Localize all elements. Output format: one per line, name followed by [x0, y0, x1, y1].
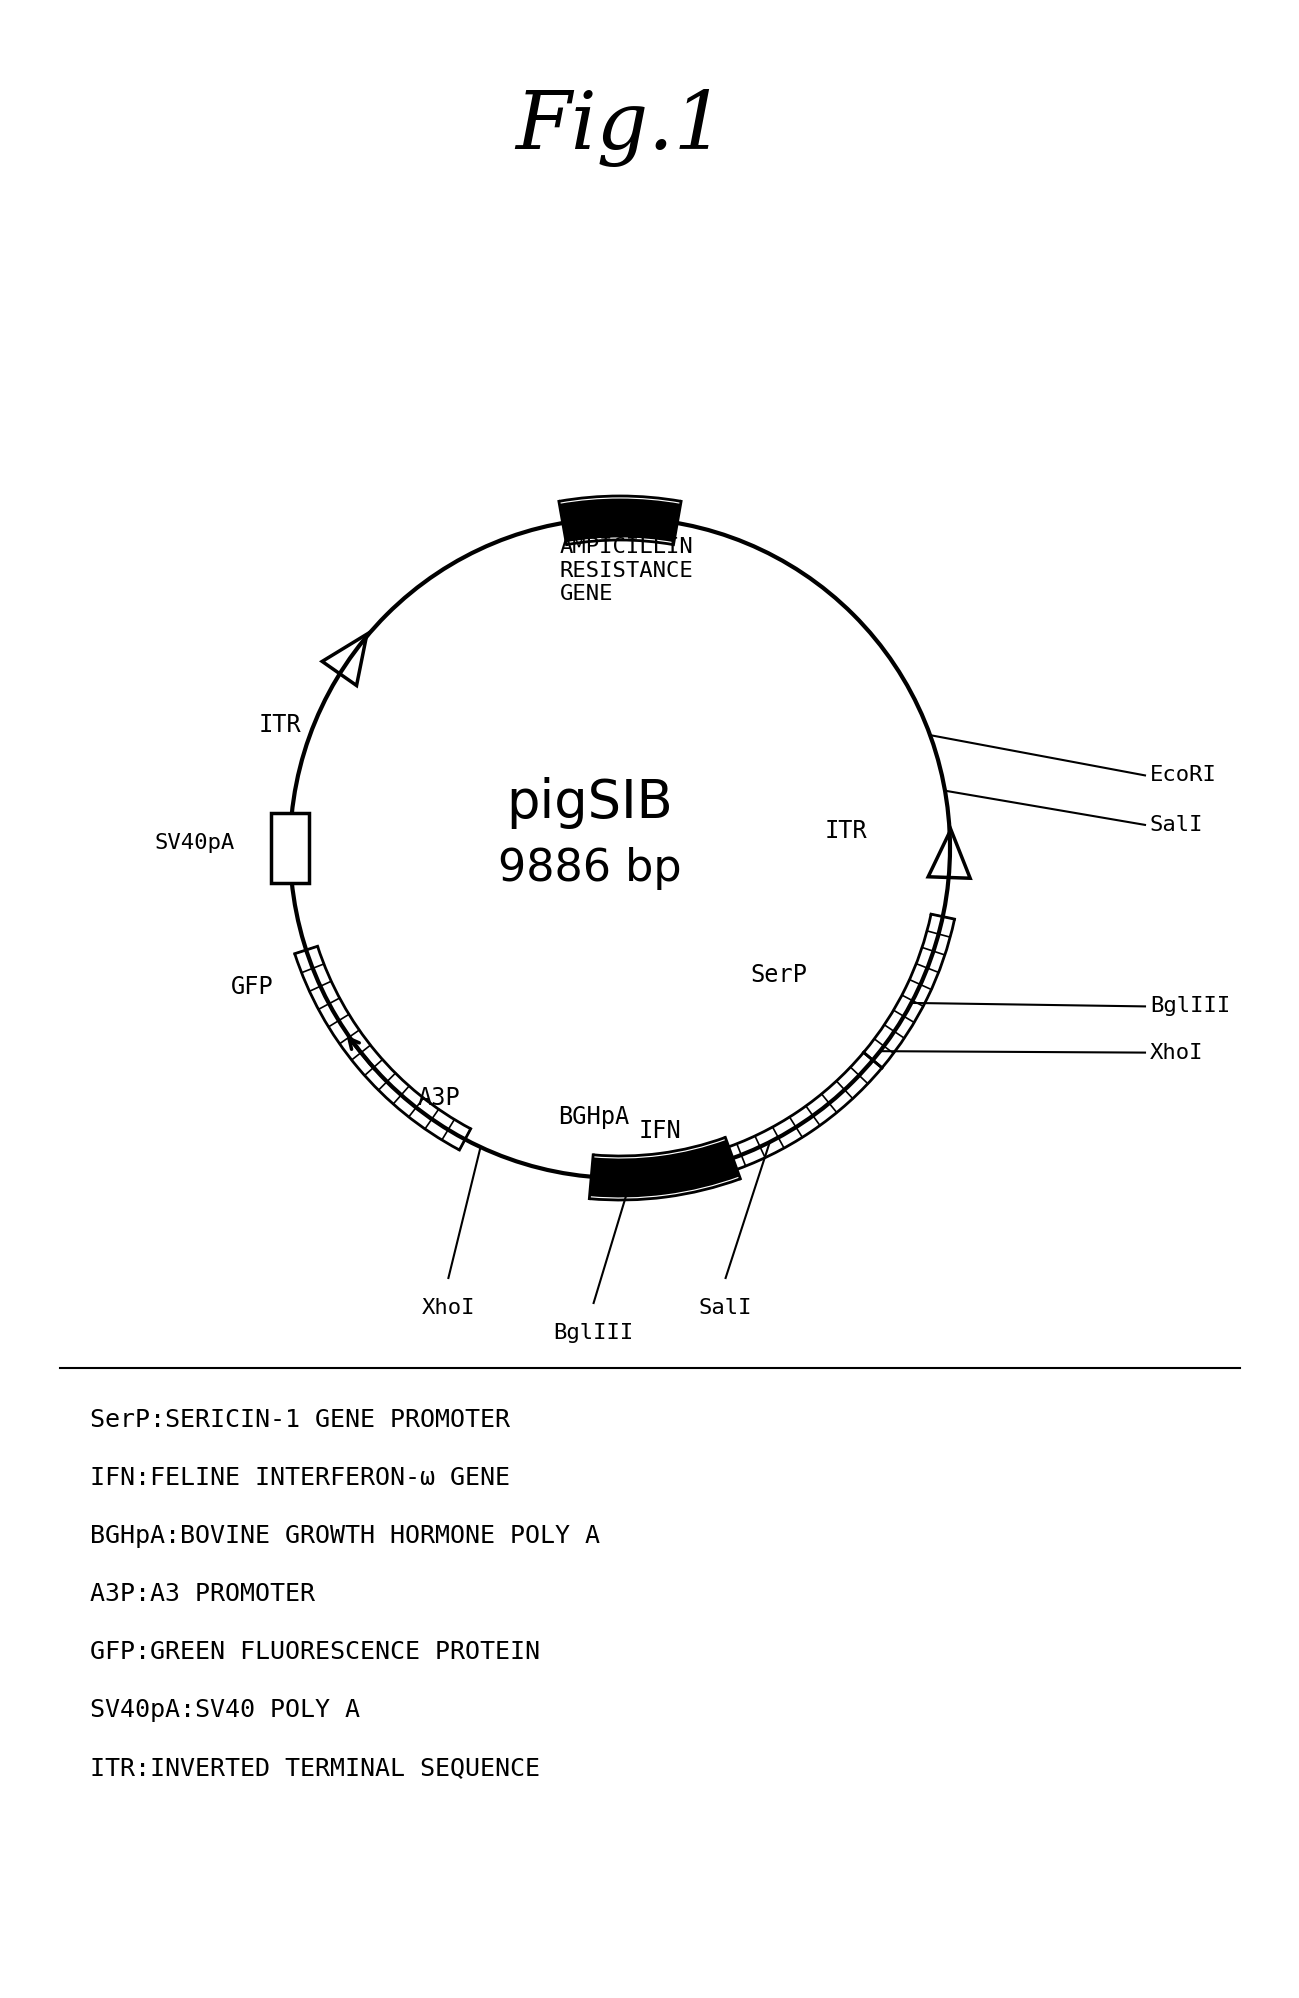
Text: pigSIB: pigSIB	[507, 777, 673, 829]
Text: AMPICILLIN
RESISTANCE
GENE: AMPICILLIN RESISTANCE GENE	[560, 537, 694, 603]
Text: BGHpA: BGHpA	[559, 1105, 629, 1129]
Text: ITR:INVERTED TERMINAL SEQUENCE: ITR:INVERTED TERMINAL SEQUENCE	[90, 1756, 540, 1780]
Text: GFP: GFP	[231, 975, 274, 999]
Text: A3P:A3 PROMOTER: A3P:A3 PROMOTER	[90, 1582, 314, 1606]
Text: ITR: ITR	[259, 713, 301, 737]
Text: 9886 bp: 9886 bp	[499, 847, 682, 889]
Text: GFP:GREEN FLUORESCENCE PROTEIN: GFP:GREEN FLUORESCENCE PROTEIN	[90, 1640, 540, 1664]
Text: IFN: IFN	[638, 1119, 681, 1143]
Text: SV40pA: SV40pA	[155, 833, 235, 853]
Text: SalI: SalI	[1150, 815, 1203, 835]
Text: Fig.1: Fig.1	[514, 90, 725, 168]
Text: A3P: A3P	[417, 1085, 460, 1109]
Text: SalI: SalI	[699, 1299, 752, 1319]
Bar	[271, 813, 309, 883]
Text: IFN:FELINE INTERFERON-ω GENE: IFN:FELINE INTERFERON-ω GENE	[90, 1467, 511, 1491]
Text: ITR: ITR	[825, 819, 868, 843]
Text: SerP: SerP	[750, 963, 807, 987]
Text: XhoI: XhoI	[422, 1299, 475, 1319]
Text: BGHpA:BOVINE GROWTH HORMONE POLY A: BGHpA:BOVINE GROWTH HORMONE POLY A	[90, 1524, 600, 1548]
Text: EcoRI: EcoRI	[1150, 765, 1217, 785]
Text: SerP:SERICIN-1 GENE PROMOTER: SerP:SERICIN-1 GENE PROMOTER	[90, 1409, 511, 1433]
Text: XhoI: XhoI	[1150, 1043, 1203, 1063]
Text: BglIII: BglIII	[1150, 997, 1230, 1017]
Text: BglIII: BglIII	[553, 1323, 634, 1343]
Text: SV40pA:SV40 POLY A: SV40pA:SV40 POLY A	[90, 1698, 360, 1722]
